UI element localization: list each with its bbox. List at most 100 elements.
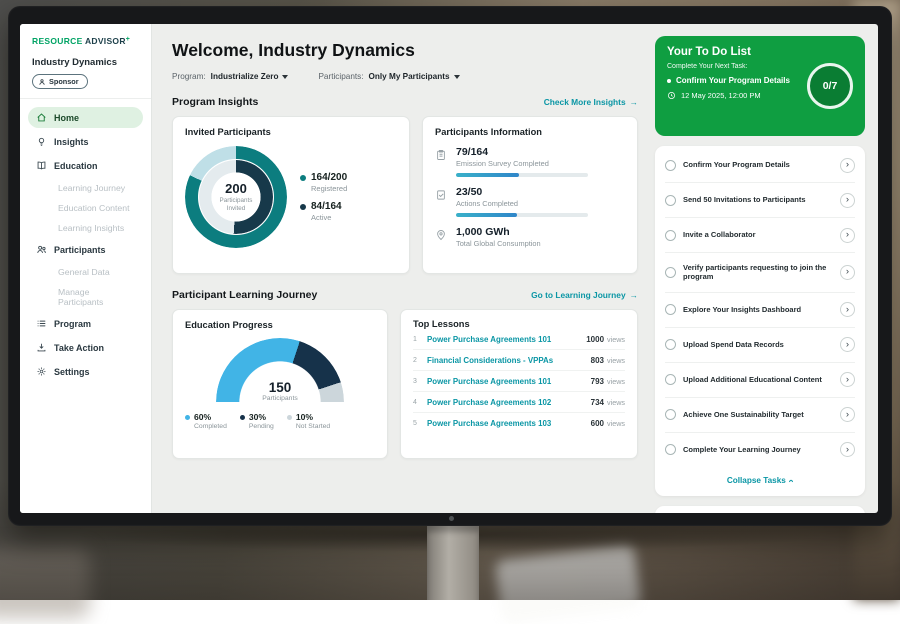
- lesson-link[interactable]: Financial Considerations - VPPAs: [427, 356, 591, 365]
- legend-active: 84/164 Active: [300, 201, 347, 222]
- task-row[interactable]: Upload Spend Data Records ›: [665, 328, 855, 363]
- recent-news-header[interactable]: Recent News: [655, 506, 865, 514]
- sidebar-item-learning-journey[interactable]: Learning Journey: [28, 179, 143, 197]
- chevron-right-icon[interactable]: ›: [840, 407, 855, 422]
- top-lessons-card: Top Lessons 1 Power Purchase Agreements …: [400, 309, 638, 459]
- lesson-views-word: views: [607, 335, 625, 344]
- legend-label: Completed: [194, 423, 227, 430]
- dashboard-screen: RESOURCE ADVISOR+ Industry Dynamics Spon…: [20, 24, 878, 513]
- chevron-right-icon[interactable]: ›: [840, 158, 855, 173]
- legend-completed: 60% Completed: [185, 412, 227, 430]
- check-more-insights-link[interactable]: Check More Insights →: [544, 97, 638, 107]
- home-icon: [36, 112, 47, 123]
- checkbox-icon[interactable]: [665, 339, 676, 350]
- lesson-rank: 4: [413, 399, 427, 406]
- arrow-right-icon: →: [630, 97, 638, 107]
- checklist-icon: [435, 186, 447, 217]
- sidebar-item-program[interactable]: Program: [28, 313, 143, 334]
- sidebar-item-education-content[interactable]: Education Content: [28, 199, 143, 217]
- lesson-views: 1000: [586, 335, 604, 344]
- task-row[interactable]: Send 50 Invitations to Participants ›: [665, 183, 855, 218]
- lesson-views: 793: [591, 377, 604, 386]
- pin-icon: [435, 226, 447, 248]
- sidebar-item-manage-participants[interactable]: Manage Participants: [28, 283, 143, 311]
- todo-task-list: Confirm Your Program Details › Send 50 I…: [655, 146, 865, 496]
- sidebar-item-education[interactable]: Education: [28, 155, 143, 176]
- participants-dropdown[interactable]: Participants: Only My Participants: [318, 72, 459, 81]
- lesson-link[interactable]: Power Purchase Agreements 101: [427, 335, 586, 344]
- checkbox-icon[interactable]: [665, 230, 676, 241]
- todo-progress-value: 0/7: [823, 80, 838, 92]
- logo-plus: +: [126, 36, 130, 43]
- lesson-link[interactable]: Power Purchase Agreements 101: [427, 377, 591, 386]
- sidebar-item-settings[interactable]: Settings: [28, 361, 143, 382]
- legend-label: Active: [311, 213, 347, 222]
- checkbox-icon[interactable]: [665, 160, 676, 171]
- people-icon: [36, 244, 47, 255]
- legend-not-started: 10% Not Started: [287, 412, 330, 430]
- monitor-power-led: [449, 516, 454, 521]
- sidebar-nav: Home Insights Education Learning Journey…: [20, 99, 151, 393]
- filters-row: Program: Industrialize Zero Participants…: [172, 72, 638, 81]
- chevron-right-icon[interactable]: ›: [840, 193, 855, 208]
- task-row[interactable]: Confirm Your Program Details ›: [665, 148, 855, 183]
- book-icon: [36, 160, 47, 171]
- go-to-learning-journey-link[interactable]: Go to Learning Journey →: [531, 290, 638, 300]
- top-lessons-title: Top Lessons: [413, 319, 625, 329]
- sponsor-badge[interactable]: Sponsor: [32, 74, 88, 89]
- task-row[interactable]: Explore Your Insights Dashboard ›: [665, 293, 855, 328]
- sidebar-item-label: Take Action: [54, 343, 104, 353]
- participants-dropdown-label: Participants:: [318, 72, 363, 81]
- checkbox-icon[interactable]: [665, 267, 676, 278]
- chevron-right-icon[interactable]: ›: [840, 337, 855, 352]
- stat-value: 79/164: [456, 146, 588, 158]
- chevron-right-icon[interactable]: ›: [840, 442, 855, 457]
- sidebar-item-learning-insights[interactable]: Learning Insights: [28, 219, 143, 237]
- sidebar-item-insights[interactable]: Insights: [28, 131, 143, 152]
- task-row[interactable]: Invite a Collaborator ›: [665, 218, 855, 253]
- education-progress-card: Education Progress 150 Participants 60% …: [172, 309, 388, 459]
- chevron-right-icon[interactable]: ›: [840, 372, 855, 387]
- legend-pending: 30% Pending: [240, 412, 274, 430]
- sidebar-item-home[interactable]: Home: [28, 107, 143, 128]
- arrow-right-icon: →: [630, 290, 638, 300]
- sidebar-item-participants[interactable]: Participants: [28, 239, 143, 260]
- checkbox-icon[interactable]: [665, 304, 676, 315]
- sidebar-item-label: Participants: [54, 245, 106, 255]
- checkbox-icon[interactable]: [665, 409, 676, 420]
- stat-value: 1,000 GWh: [456, 226, 541, 238]
- participants-information-title: Participants Information: [435, 127, 625, 137]
- chevron-right-icon[interactable]: ›: [840, 265, 855, 280]
- stat-global-consumption: 1,000 GWh Total Global Consumption: [435, 226, 625, 248]
- task-row[interactable]: Achieve One Sustainability Target ›: [665, 398, 855, 433]
- clock-icon: [667, 91, 676, 100]
- checkbox-icon[interactable]: [665, 374, 676, 385]
- collapse-tasks-link[interactable]: Collapse Tasks ›: [665, 467, 855, 491]
- legend-value: 84/164: [311, 201, 342, 212]
- task-row[interactable]: Complete Your Learning Journey ›: [665, 433, 855, 467]
- chevron-right-icon[interactable]: ›: [840, 228, 855, 243]
- program-dropdown-label: Program:: [172, 72, 206, 81]
- checkbox-icon[interactable]: [665, 444, 676, 455]
- stat-value: 23/50: [456, 186, 588, 198]
- gear-icon: [36, 366, 47, 377]
- participants-information-card: Participants Information 79/164 Emission…: [422, 116, 638, 274]
- chevron-right-icon[interactable]: ›: [840, 302, 855, 317]
- invited-legend: 164/200 Registered 84/164 Active: [300, 164, 347, 230]
- lesson-link[interactable]: Power Purchase Agreements 102: [427, 398, 591, 407]
- sidebar-item-general-data[interactable]: General Data: [28, 263, 143, 281]
- donut-center-caption: Participants Invited: [213, 197, 259, 213]
- list-icon: [36, 318, 47, 329]
- lesson-link[interactable]: Power Purchase Agreements 103: [427, 419, 591, 428]
- page-title: Welcome, Industry Dynamics: [172, 40, 638, 61]
- participants-dropdown-value: Only My Participants: [369, 72, 450, 81]
- progress-bar-fill: [456, 173, 519, 177]
- sidebar-item-take-action[interactable]: Take Action: [28, 337, 143, 358]
- checkbox-icon[interactable]: [665, 195, 676, 206]
- task-row[interactable]: Upload Additional Educational Content ›: [665, 363, 855, 398]
- task-row[interactable]: Verify participants requesting to join t…: [665, 253, 855, 293]
- program-dropdown[interactable]: Program: Industrialize Zero: [172, 72, 288, 81]
- sidebar-item-label: Education: [54, 161, 98, 171]
- todo-next-task-label: Confirm Your Program Details: [676, 76, 790, 85]
